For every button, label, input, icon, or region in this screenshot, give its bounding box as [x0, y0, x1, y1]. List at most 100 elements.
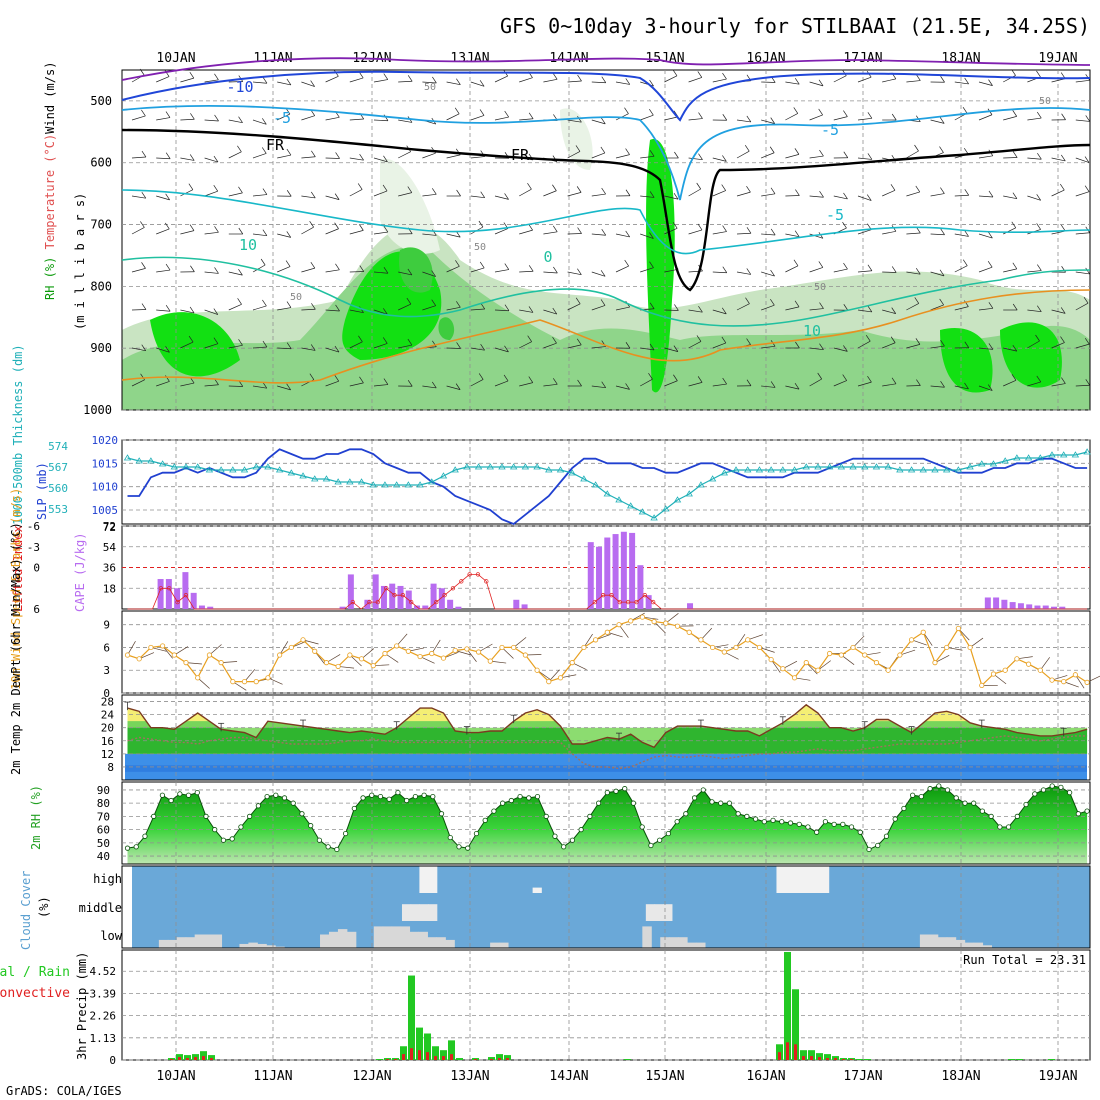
- thickness-point: [650, 514, 658, 521]
- wind-barb-staff: [1051, 342, 1065, 349]
- wind-speed-point: [499, 644, 505, 651]
- thickness-point: [334, 478, 342, 485]
- wind-barb-flag: [190, 113, 195, 120]
- wind-barb-staff: [252, 153, 267, 159]
- rh-tick-label: 70: [97, 810, 110, 823]
- wind-barb-flag: [964, 189, 970, 196]
- wind-barb-flag: [1060, 307, 1066, 314]
- wind-barb-flag: [165, 305, 171, 312]
- wind-barb-staff: [398, 303, 412, 311]
- wind-speed-point: [979, 682, 985, 689]
- precip-convective-bar: [834, 1058, 837, 1060]
- wind-barb-staff: [591, 152, 605, 159]
- rh-point: [264, 793, 270, 800]
- wind-speed-point: [534, 667, 540, 673]
- rh-tick-label: 40: [97, 850, 110, 863]
- rh-point: [709, 799, 715, 805]
- cloud-background: [132, 866, 1090, 948]
- wind-barb-staff: [785, 306, 800, 311]
- lifted-index-point: [459, 579, 464, 584]
- thickness-point: [439, 472, 448, 479]
- surface-wind-barb: [361, 648, 375, 660]
- wind-barb-staff: [180, 230, 195, 235]
- surface-wind-barb: [735, 633, 746, 648]
- wind-barb-flag: [504, 263, 510, 270]
- thickness-point: [158, 460, 167, 467]
- wind-barb-staff: [252, 194, 267, 197]
- date-label-bottom: 19JAN: [1038, 1069, 1077, 1084]
- panel-frame: [121, 694, 1091, 781]
- rh-point: [910, 792, 916, 798]
- wind-barb-flag: [746, 115, 752, 123]
- cape-bar: [174, 588, 181, 609]
- rh-point: [1014, 813, 1020, 819]
- wind-barb-staff: [761, 385, 776, 388]
- wind-barb-staff: [954, 306, 969, 311]
- thickness-point: [966, 463, 974, 470]
- rh-point: [133, 844, 139, 850]
- cloud-cover-cell: [239, 943, 249, 948]
- precip-axis-label: 3hr Precip (mm): [75, 952, 89, 1060]
- wind-barb-staff: [398, 344, 412, 349]
- wind-barb-staff: [930, 304, 944, 311]
- rh-point: [342, 830, 349, 837]
- thickness-point: [311, 475, 319, 482]
- wind-speed-point: [569, 660, 575, 666]
- wind-barb-staff: [978, 195, 993, 198]
- wind-barb-flag: [673, 345, 679, 352]
- wind-barb-flag: [915, 267, 921, 275]
- surface-wind-barb: [1086, 675, 1100, 683]
- wind-barb-staff: [131, 227, 145, 235]
- cape-tick-label: 72: [103, 521, 116, 534]
- rh-point: [351, 805, 357, 812]
- wind-speed-point: [195, 675, 201, 681]
- rh-point: [796, 821, 802, 827]
- wind-barb-staff: [204, 190, 218, 197]
- precip-total-bar: [800, 1050, 807, 1060]
- wind-barb-flag: [576, 338, 582, 346]
- thickness-point: [369, 481, 377, 488]
- wind-barb-staff: [422, 81, 437, 84]
- wind-barb-staff: [591, 305, 606, 311]
- wind-barb-flag: [553, 266, 558, 274]
- wind-barb-flag: [334, 345, 340, 353]
- wind-barb-flag: [770, 117, 776, 124]
- wind-barb-staff: [857, 229, 872, 235]
- wind-barb-flag: [213, 308, 219, 315]
- temperature-tick-label: 12: [101, 748, 114, 761]
- wind-barb-flag: [1085, 379, 1091, 386]
- wind-barb-staff: [567, 119, 582, 123]
- surface-wind-barb: [864, 652, 881, 656]
- wind-barb-flag: [407, 380, 413, 387]
- wind-speed-point: [604, 629, 610, 635]
- wind-barb-staff: [398, 80, 413, 83]
- rh-point: [770, 817, 776, 823]
- wind-barb-staff: [978, 81, 993, 86]
- wind-barb-flag: [478, 373, 484, 380]
- wind-barb-flag: [843, 192, 848, 200]
- wind-barb-flag: [601, 187, 606, 195]
- precip-total-bar: [856, 1059, 863, 1060]
- surface-wind-barb: [525, 654, 542, 656]
- wind-barb-staff: [978, 347, 993, 350]
- wind-barb-staff: [712, 157, 727, 162]
- cloud-cover-cell: [419, 904, 429, 921]
- surface-wind-barb: [548, 669, 560, 682]
- wind-barb-flag: [552, 337, 557, 344]
- thickness-point: [170, 463, 179, 470]
- wind-barb-staff: [398, 271, 412, 276]
- axis-label-part: Wind (m/s): [43, 62, 57, 134]
- thickness-point: [767, 466, 775, 473]
- wind-barb-flag: [746, 268, 752, 275]
- wind-barb-staff: [470, 195, 485, 199]
- precip-convective-bar: [826, 1058, 829, 1060]
- wind-barb-flag: [141, 303, 147, 310]
- precip-legend-total: Total / Rain: [0, 965, 70, 980]
- precip-total-bar: [496, 1054, 503, 1060]
- wind-barb-flag: [745, 297, 750, 304]
- date-label-top: 18JAN: [941, 51, 980, 66]
- thickness-point: [685, 490, 693, 497]
- wind-barb-flag: [1012, 262, 1018, 270]
- date-label-top: 11JAN: [253, 51, 292, 66]
- thickness-point: [299, 472, 307, 479]
